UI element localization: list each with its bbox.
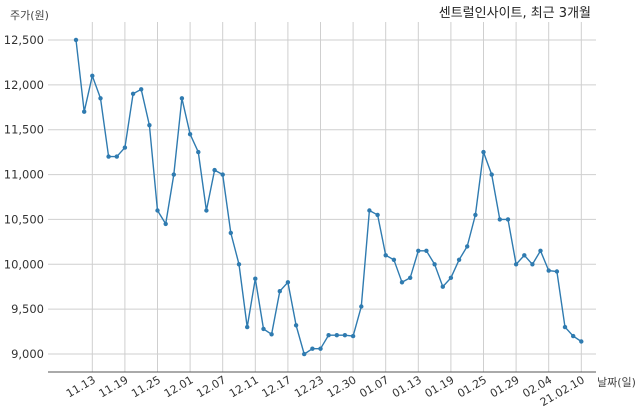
data-point bbox=[114, 154, 120, 159]
data-point bbox=[383, 253, 388, 258]
x-tick-labels: 11.1311.1911.2512.0112.0712.1112.1712.23… bbox=[64, 373, 587, 409]
x-tick-label: 01.25 bbox=[455, 373, 489, 400]
data-point bbox=[571, 333, 576, 339]
x-tick-label: 12.30 bbox=[325, 373, 359, 400]
data-point bbox=[522, 253, 527, 258]
data-point bbox=[204, 208, 209, 213]
y-tick-label: 12,000 bbox=[4, 78, 44, 92]
data-point bbox=[342, 333, 348, 338]
y-tick-labels: 9,000 9,500 10,000 10,500 11,000 11,500 12,000… bbox=[4, 33, 44, 361]
data-point bbox=[196, 149, 201, 155]
data-point bbox=[179, 96, 185, 101]
data-point bbox=[212, 167, 217, 173]
data-point bbox=[130, 91, 136, 97]
y-tick-label: 11,000 bbox=[4, 168, 44, 182]
data-point bbox=[236, 262, 242, 267]
y-tick-label: 12,500 bbox=[4, 33, 44, 47]
data-point bbox=[171, 172, 176, 177]
x-tick-label: 11.25 bbox=[129, 373, 163, 400]
data-point bbox=[546, 268, 551, 273]
data-point bbox=[497, 217, 502, 222]
data-point bbox=[228, 230, 233, 236]
grid-lines bbox=[48, 22, 596, 372]
data-point bbox=[73, 37, 79, 43]
x-tick-label: 01.07 bbox=[357, 373, 391, 400]
data-point bbox=[489, 172, 494, 177]
data-point bbox=[122, 145, 128, 150]
y-axis-label: 주가(원) bbox=[10, 9, 49, 22]
data-point bbox=[579, 339, 584, 344]
x-tick-label: 01.13 bbox=[390, 373, 424, 400]
data-point bbox=[253, 276, 258, 281]
data-point bbox=[261, 326, 266, 332]
data-point bbox=[106, 154, 111, 159]
x-axis-label: 날짜(일) bbox=[597, 375, 636, 389]
data-point bbox=[562, 324, 568, 330]
data-point bbox=[530, 262, 535, 267]
data-point bbox=[90, 73, 95, 79]
data-point bbox=[187, 132, 193, 137]
x-tick-label: 12.07 bbox=[194, 373, 228, 400]
x-tick-label: 12.17 bbox=[260, 373, 294, 400]
data-point bbox=[359, 304, 364, 309]
data-point bbox=[513, 262, 519, 267]
data-point bbox=[391, 257, 397, 262]
data-point bbox=[245, 324, 250, 330]
data-point bbox=[155, 208, 160, 213]
x-tick-label: 01.29 bbox=[488, 373, 522, 400]
data-point bbox=[481, 149, 486, 155]
data-point bbox=[473, 212, 478, 218]
data-point bbox=[163, 221, 168, 227]
data-point bbox=[440, 284, 445, 289]
data-point bbox=[82, 109, 87, 114]
y-tick-label: 9,500 bbox=[11, 302, 44, 316]
y-tick-label: 9,000 bbox=[11, 347, 44, 361]
data-point bbox=[554, 269, 560, 274]
data-point bbox=[350, 333, 356, 339]
x-tick-label: 11.19 bbox=[97, 373, 131, 400]
x-tick-label: 12.01 bbox=[162, 373, 196, 400]
data-point bbox=[277, 289, 282, 294]
y-tick-label: 10,000 bbox=[4, 257, 44, 271]
data-point bbox=[285, 280, 291, 285]
data-point bbox=[538, 248, 543, 253]
data-point bbox=[310, 346, 315, 351]
data-point bbox=[465, 244, 470, 249]
x-tick-label: 12.23 bbox=[292, 373, 326, 400]
data-point bbox=[293, 323, 299, 328]
y-tick-label: 11,500 bbox=[4, 123, 44, 137]
x-tick-label: 12.11 bbox=[227, 373, 261, 400]
data-point bbox=[147, 123, 152, 128]
x-tick-label: 01.19 bbox=[423, 373, 457, 400]
data-point bbox=[408, 275, 413, 280]
data-point bbox=[424, 248, 429, 253]
price-line bbox=[75, 39, 582, 356]
chart-title: 센트럴인사이트, 최근 3개월 bbox=[439, 6, 591, 21]
data-point bbox=[302, 351, 307, 357]
data-point bbox=[448, 275, 454, 280]
data-point bbox=[399, 280, 405, 285]
data-point bbox=[139, 87, 144, 92]
y-tick-label: 10,500 bbox=[4, 212, 44, 226]
data-point bbox=[432, 262, 437, 267]
price-points bbox=[73, 37, 584, 357]
data-point bbox=[318, 346, 323, 351]
data-point bbox=[334, 333, 339, 338]
x-tick-label: 11.13 bbox=[64, 373, 98, 400]
data-point bbox=[269, 332, 274, 337]
data-point bbox=[505, 217, 511, 222]
data-point bbox=[375, 212, 380, 218]
data-point bbox=[98, 96, 103, 101]
data-point bbox=[367, 208, 372, 213]
data-point bbox=[456, 257, 462, 262]
data-point bbox=[326, 333, 331, 338]
data-point bbox=[220, 172, 225, 177]
data-point bbox=[416, 248, 421, 253]
